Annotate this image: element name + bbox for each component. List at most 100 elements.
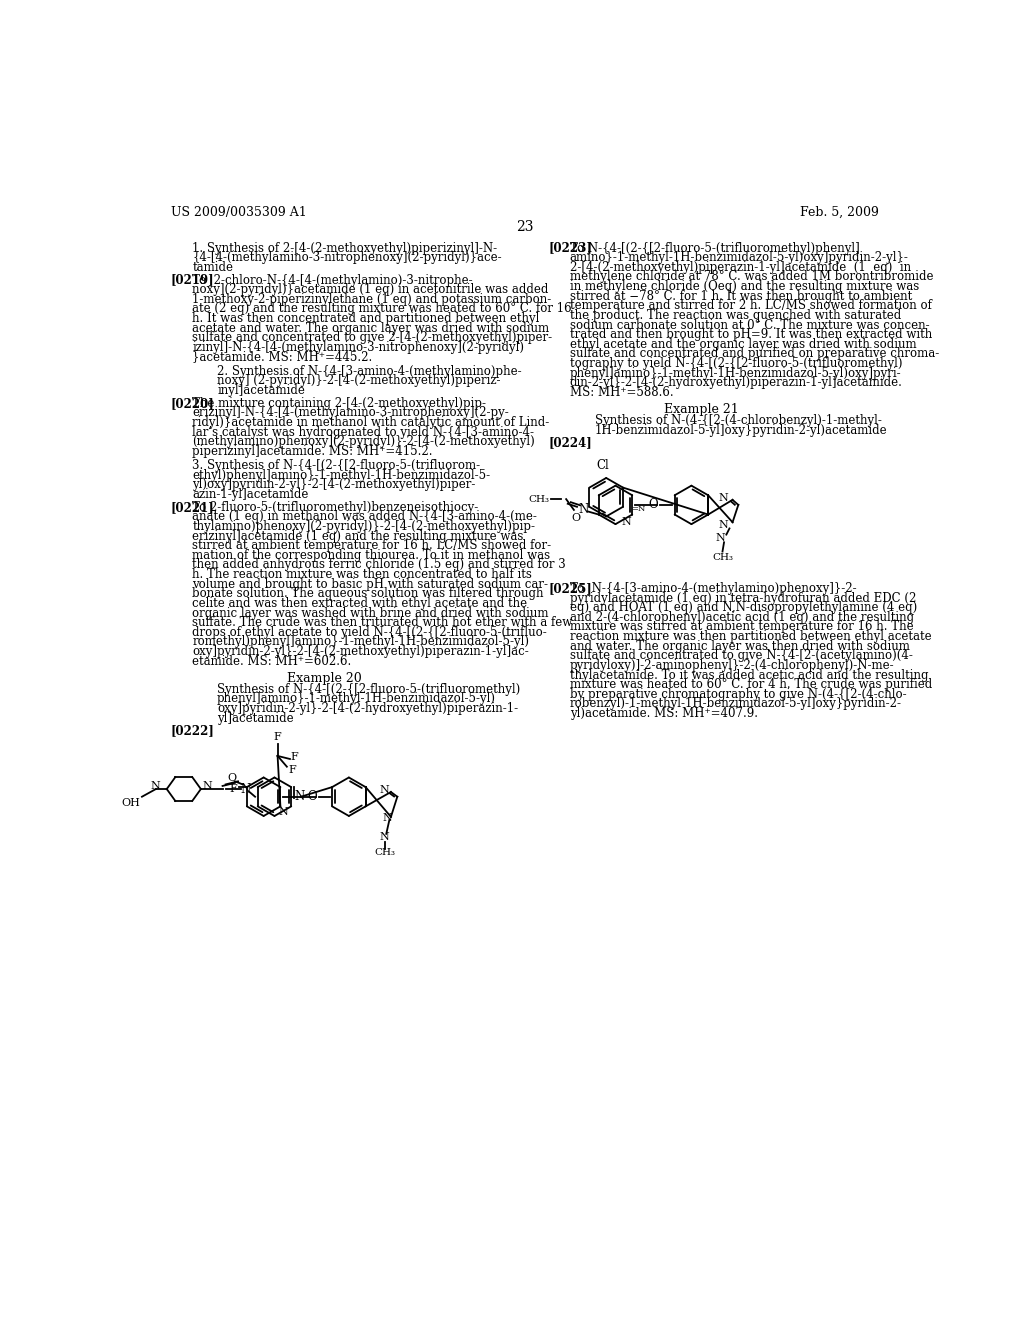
Text: [0220]: [0220] [171, 397, 214, 409]
Text: in methylene chloride (Oeq) and the resulting mixture was: in methylene chloride (Oeq) and the resu… [569, 280, 919, 293]
Text: etamide. MS: MH⁺=602.6.: etamide. MS: MH⁺=602.6. [193, 655, 351, 668]
Text: trated and then brought to pH=9. It was then extracted with: trated and then brought to pH=9. It was … [569, 329, 932, 341]
Text: N: N [579, 503, 589, 516]
Text: temperature and stirred for 2 h. LC/MS showed formation of: temperature and stirred for 2 h. LC/MS s… [569, 300, 932, 313]
Text: To  2-chloro-N-{4-[4-(methylamino)-3-nitrophe-: To 2-chloro-N-{4-[4-(methylamino)-3-nitr… [193, 273, 473, 286]
Text: ate (2 eq) and the resulting mixture was heated to 60° C. for 16: ate (2 eq) and the resulting mixture was… [193, 302, 572, 315]
Text: 23: 23 [516, 220, 534, 234]
Text: izinyl]-N-{4-[4-(methylamino-3-nitrophenoxy](2-pyridyl): izinyl]-N-{4-[4-(methylamino-3-nitrophen… [193, 341, 524, 354]
Text: volume and brought to basic pH with saturated sodium car-: volume and brought to basic pH with satu… [193, 578, 548, 590]
Text: phenyl]amino}-1-methyl-1H-benzimidazol-5-yl)oxy]pyri-: phenyl]amino}-1-methyl-1H-benzimidazol-5… [569, 367, 901, 380]
Text: drops of ethyl acetate to yield N-{4-[(2-{[2-fluoro-5-(trifluo-: drops of ethyl acetate to yield N-{4-[(2… [193, 626, 547, 639]
Text: pyridyloxy)]-2-aminophenyl}-2-(4-chlorophenyl)-N-me-: pyridyloxy)]-2-aminophenyl}-2-(4-chlorop… [569, 659, 894, 672]
Text: by preparative chromatography to give N-(4-{[2-(4-chlo-: by preparative chromatography to give N-… [569, 688, 906, 701]
Text: [0225]: [0225] [548, 582, 592, 595]
Text: oxy]pyridin-2-yl}-2-[4-(2-methoxyethyl)piperazin-1-yl]ac-: oxy]pyridin-2-yl}-2-[4-(2-methoxyethyl)p… [193, 645, 529, 659]
Text: bonate solution. The aqueous solution was filtered through: bonate solution. The aqueous solution wa… [193, 587, 544, 601]
Text: anate (1 eq) in methanol was added N-{4-[3-amino-4-(me-: anate (1 eq) in methanol was added N-{4-… [193, 511, 538, 523]
Text: and water. The organic layer was then dried with sodium: and water. The organic layer was then dr… [569, 640, 909, 652]
Text: N: N [151, 781, 161, 791]
Text: inyl]acetamide: inyl]acetamide [217, 384, 305, 397]
Text: lar’s catalyst was hydrogenated to yield N-{4-[3-amino-4-: lar’s catalyst was hydrogenated to yield… [193, 425, 535, 438]
Text: pyridylacetamide (1 eq) in tetra-hydrofuran added EDC (2: pyridylacetamide (1 eq) in tetra-hydrofu… [569, 591, 916, 605]
Text: N: N [279, 807, 289, 817]
Text: Example 20: Example 20 [287, 672, 361, 685]
Text: The mixture containing 2-[4-(2-methoxyethyl)pip-: The mixture containing 2-[4-(2-methoxyet… [193, 397, 486, 409]
Text: N: N [383, 813, 392, 824]
Text: O: O [648, 499, 658, 511]
Text: 1. Synthesis of 2-[4-(2-methoxyethyl)piperizinyl]-N-: 1. Synthesis of 2-[4-(2-methoxyethyl)pip… [193, 242, 498, 255]
Text: [0219]: [0219] [171, 273, 214, 286]
Text: CH₃: CH₃ [528, 495, 549, 504]
Text: robenzyl)-1-methyl-1H-benzimidazol-5-yl]oxy}pyridin-2-: robenzyl)-1-methyl-1H-benzimidazol-5-yl]… [569, 697, 902, 710]
Text: 1H-benzimidazol-5-yl]oxy}pyridin-2-yl)acetamide: 1H-benzimidazol-5-yl]oxy}pyridin-2-yl)ac… [595, 424, 887, 437]
Text: tography to yield N-{4-[(2-{[2-fluoro-5-(trifluoromethyl): tography to yield N-{4-[(2-{[2-fluoro-5-… [569, 358, 902, 370]
Text: To N-{4-[(2-{[2-fluoro-5-(trifluoromethyl)phenyl]: To N-{4-[(2-{[2-fluoro-5-(trifluoromethy… [569, 242, 859, 255]
Text: piperizinyl]acetamide. MS: MH⁺=415.2.: piperizinyl]acetamide. MS: MH⁺=415.2. [193, 445, 433, 458]
Text: N: N [622, 517, 631, 527]
Text: h. It was then concentrated and partitioned between ethyl: h. It was then concentrated and partitio… [193, 312, 540, 325]
Text: O: O [227, 774, 237, 783]
Text: amino}-1-methyl-1H-benzimidazol-5-yl)oxy]pyridin-2-yl}-: amino}-1-methyl-1H-benzimidazol-5-yl)oxy… [569, 251, 908, 264]
Text: stirred at −78° C. for 1 h. It was then brought to ambient: stirred at −78° C. for 1 h. It was then … [569, 289, 912, 302]
Text: tamide: tamide [193, 261, 233, 273]
Text: then added anhydrous ferric chloride (1.5 eq) and stirred for 3: then added anhydrous ferric chloride (1.… [193, 558, 566, 572]
Text: O: O [571, 513, 580, 523]
Text: To 2-fluoro-5-(trifluoromethyl)benzeneisothiocy-: To 2-fluoro-5-(trifluoromethyl)benzeneis… [193, 500, 478, 513]
Text: N: N [380, 785, 389, 796]
Text: erizinyl]-N-{4-[4-(methylamino-3-nitrophenoxy](2-py-: erizinyl]-N-{4-[4-(methylamino-3-nitroph… [193, 407, 509, 420]
Text: CH₃: CH₃ [374, 847, 395, 857]
Text: To  N-{4-[3-amino-4-(methylamino)phenoxy]}-2-: To N-{4-[3-amino-4-(methylamino)phenoxy]… [569, 582, 856, 595]
Text: sodium carbonate solution at 0° C. The mixture was concen-: sodium carbonate solution at 0° C. The m… [569, 318, 930, 331]
Text: 2-[4-(2-methoxyethyl)piperazin-1-yl]acetamide  (1  eq)  in: 2-[4-(2-methoxyethyl)piperazin-1-yl]acet… [569, 261, 911, 273]
Text: 2. Synthesis of N-{4-[3-amino-4-(methylamino)phe-: 2. Synthesis of N-{4-[3-amino-4-(methyla… [217, 364, 522, 378]
Text: romethyl)phenyl]amino}-1-methyl-1H-benzimidazol-5-yl): romethyl)phenyl]amino}-1-methyl-1H-benzi… [193, 635, 529, 648]
Text: (methylamino)phenoxy](2-pyridyl)}-2-[4-(2-methoxyethyl): (methylamino)phenoxy](2-pyridyl)}-2-[4-(… [193, 436, 536, 449]
Text: Cl: Cl [596, 459, 608, 471]
Text: noxy] (2-pyridyl)}-2-[4-(2-methoxyethyl)piperiz-: noxy] (2-pyridyl)}-2-[4-(2-methoxyethyl)… [217, 375, 501, 387]
Text: stirred at ambient temperature for 16 h. LC/MS showed for-: stirred at ambient temperature for 16 h.… [193, 539, 552, 552]
Text: sulfate and concentrated to give N-{4-[2-(acetylamino)(4-: sulfate and concentrated to give N-{4-[2… [569, 649, 912, 663]
Text: [0221]: [0221] [171, 500, 214, 513]
Text: [0224]: [0224] [548, 437, 592, 449]
Text: F: F [273, 733, 282, 742]
Text: ethyl)phenyl]amino}-1-methyl-1H-benzimidazol-5-: ethyl)phenyl]amino}-1-methyl-1H-benzimid… [193, 469, 490, 482]
Text: azin-1-yl]acetamide: azin-1-yl]acetamide [193, 488, 308, 502]
Text: Synthesis of N-(4-{[2-(4-chlorobenzyl)-1-methyl-: Synthesis of N-(4-{[2-(4-chlorobenzyl)-1… [595, 414, 882, 428]
Text: CH₃: CH₃ [712, 553, 733, 562]
Text: thylacetamide. To it was added acetic acid and the resulting: thylacetamide. To it was added acetic ac… [569, 668, 928, 681]
Text: N: N [295, 791, 305, 804]
Text: N: N [719, 520, 729, 531]
Text: organic layer was washed with brine and dried with sodium: organic layer was washed with brine and … [193, 607, 549, 619]
Text: N: N [380, 832, 389, 842]
Text: Example 21: Example 21 [665, 404, 739, 416]
Text: sulfate. The crude was then triturated with hot ether with a few: sulfate. The crude was then triturated w… [193, 616, 572, 630]
Text: N: N [719, 494, 729, 503]
Text: yl)acetamide. MS: MH⁺=407.9.: yl)acetamide. MS: MH⁺=407.9. [569, 708, 758, 719]
Text: F: F [291, 752, 299, 763]
Text: mation of the corresponding thiourea. To it in methanol was: mation of the corresponding thiourea. To… [193, 549, 551, 562]
Text: and 2-(4-chlorophenyl)acetic acid (1 eq) and the resulting: and 2-(4-chlorophenyl)acetic acid (1 eq)… [569, 611, 913, 624]
Text: sulfate and concentrated to give 2-[4-(2-methoxyethyl)piper-: sulfate and concentrated to give 2-[4-(2… [193, 331, 553, 345]
Text: {4-[4-(methylamino-3-nitrophenoxy](2-pyridyl)}ace-: {4-[4-(methylamino-3-nitrophenoxy](2-pyr… [193, 251, 502, 264]
Text: N: N [203, 781, 212, 791]
Text: noxy](2-pyridyl)}acetamide (1 eq) in acetonitrile was added: noxy](2-pyridyl)}acetamide (1 eq) in ace… [193, 284, 549, 296]
Text: O: O [307, 791, 317, 804]
Text: thylamino)phenoxy](2-pyridyl)}-2-[4-(2-methoxyethyl)pip-: thylamino)phenoxy](2-pyridyl)}-2-[4-(2-m… [193, 520, 536, 533]
Text: oxy]pyridin-2-yl}-2-[4-(2-hydroxyethyl)piperazin-1-: oxy]pyridin-2-yl}-2-[4-(2-hydroxyethyl)p… [217, 702, 518, 715]
Text: N: N [715, 533, 725, 544]
Text: mixture was stirred at ambient temperature for 16 h. The: mixture was stirred at ambient temperatu… [569, 620, 913, 634]
Text: din-2-yl}-2-[4-(2-hydroxyethyl)piperazin-1-yl]acetamide.: din-2-yl}-2-[4-(2-hydroxyethyl)piperazin… [569, 376, 902, 389]
Text: Feb. 5, 2009: Feb. 5, 2009 [800, 206, 879, 219]
Text: =N: =N [631, 504, 645, 512]
Text: phenyl]amino}-1-methyl-1H-benzimidazol-5-yl): phenyl]amino}-1-methyl-1H-benzimidazol-5… [217, 693, 496, 705]
Text: F: F [229, 784, 237, 793]
Text: }acetamide. MS: MH⁺=445.2.: }acetamide. MS: MH⁺=445.2. [193, 351, 373, 363]
Text: reaction mixture was then partitioned between ethyl acetate: reaction mixture was then partitioned be… [569, 630, 932, 643]
Text: mixture was heated to 60° C. for 4 h. The crude was purified: mixture was heated to 60° C. for 4 h. Th… [569, 678, 932, 692]
Text: OH: OH [122, 799, 140, 808]
Text: US 2009/0035309 A1: US 2009/0035309 A1 [171, 206, 306, 219]
Text: ethyl acetate and the organic layer was dried with sodium: ethyl acetate and the organic layer was … [569, 338, 916, 351]
Text: methylene chloride at 78° C. was added 1M borontribromide: methylene chloride at 78° C. was added 1… [569, 271, 933, 284]
Text: 1-methoxy-2-piperizinylethane (1 eq) and potassium carbon-: 1-methoxy-2-piperizinylethane (1 eq) and… [193, 293, 552, 306]
